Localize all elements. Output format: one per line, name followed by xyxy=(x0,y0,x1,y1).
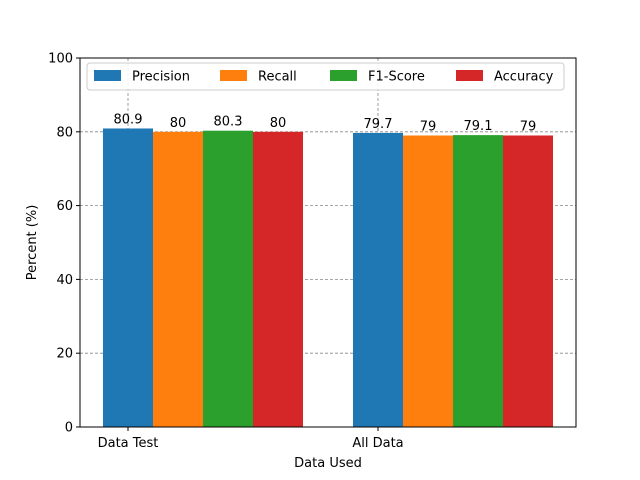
bar-f1-score xyxy=(453,135,503,427)
y-axis-label: Percent (%) xyxy=(25,205,40,281)
bar-recall xyxy=(403,135,453,428)
legend-swatch xyxy=(456,70,483,81)
legend-label: Recall xyxy=(258,70,297,85)
y-axis: 0 20 40 60 80 100 xyxy=(48,52,80,436)
bar-value-label: 79.1 xyxy=(464,119,493,134)
y-tick-label: 20 xyxy=(56,347,73,362)
bar-accuracy xyxy=(253,131,303,428)
legend-label: Precision xyxy=(132,70,190,85)
x-axis-label: Data Used xyxy=(294,456,362,471)
bar-value-label: 80 xyxy=(170,116,187,131)
bar-value-label: 79 xyxy=(520,119,537,134)
y-tick-label: 40 xyxy=(56,273,73,288)
bars xyxy=(103,128,553,428)
plot-frame xyxy=(79,57,577,428)
legend-swatch xyxy=(220,70,247,81)
bar-precision xyxy=(103,128,153,427)
x-tick-label: Data Test xyxy=(98,436,159,451)
bar-value-label: 80.3 xyxy=(214,115,243,130)
legend: Precision Recall F1-Score Accuracy xyxy=(86,62,565,91)
y-tick-label: 0 xyxy=(65,421,73,436)
y-tick-label: 80 xyxy=(56,125,73,140)
data-labels: 80.9 79.7 80 79 80.3 79.1 80 79 xyxy=(114,112,537,134)
bar-value-label: 80.9 xyxy=(114,112,143,127)
bar-recall xyxy=(153,131,203,428)
bar-value-label: 80 xyxy=(270,116,287,131)
y-tick-label: 100 xyxy=(48,52,73,67)
bar-value-label: 79 xyxy=(420,119,437,134)
bar-value-label: 79.7 xyxy=(364,117,393,132)
legend-swatch xyxy=(330,70,357,81)
bar-accuracy xyxy=(503,135,553,428)
bar-precision xyxy=(353,132,403,428)
legend-label: F1-Score xyxy=(368,70,425,85)
bar-f1-score xyxy=(203,130,253,427)
x-axis: Data Test All Data xyxy=(98,427,404,451)
legend-swatch xyxy=(94,70,121,81)
x-tick-label: All Data xyxy=(352,436,403,451)
y-tick-label: 60 xyxy=(56,199,73,214)
legend-label: Accuracy xyxy=(494,70,554,85)
legend-box xyxy=(86,62,565,91)
